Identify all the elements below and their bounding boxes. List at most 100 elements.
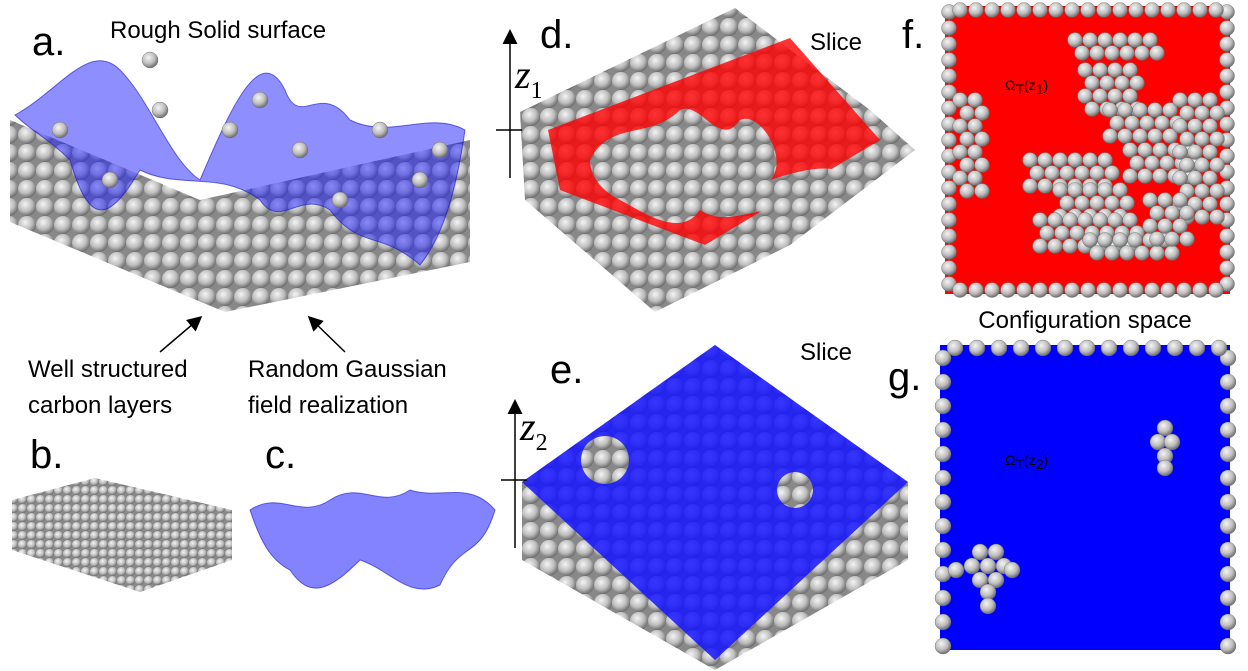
atom	[1085, 76, 1100, 91]
atom	[1195, 184, 1210, 199]
atom	[953, 3, 968, 18]
atom	[1165, 232, 1180, 247]
atom	[1165, 246, 1180, 261]
atom	[1193, 283, 1208, 298]
atom	[1123, 340, 1139, 356]
atom	[1063, 213, 1078, 228]
atom	[1160, 156, 1175, 171]
atom	[1123, 143, 1138, 158]
atom	[1203, 197, 1218, 212]
atom	[1120, 46, 1135, 61]
atom	[1173, 219, 1188, 234]
atom	[1075, 166, 1090, 181]
atom	[1220, 229, 1235, 244]
atom	[935, 494, 951, 510]
atom	[1085, 102, 1100, 117]
atom	[1220, 590, 1236, 606]
atom	[942, 213, 957, 228]
atom	[1098, 183, 1113, 198]
panel-label: b.	[30, 433, 63, 477]
atom	[968, 145, 983, 160]
panel-label: f.	[902, 13, 924, 57]
atom	[985, 283, 1000, 298]
atom	[1145, 3, 1160, 18]
atom	[1153, 169, 1168, 184]
atom	[1108, 89, 1123, 104]
atom	[1120, 196, 1135, 211]
atom	[1093, 63, 1108, 78]
atom	[1108, 213, 1123, 228]
atom	[1108, 63, 1123, 78]
atom	[1158, 219, 1173, 234]
atom	[1113, 183, 1128, 198]
atom	[1097, 3, 1112, 18]
atom	[1220, 566, 1236, 582]
atom	[947, 340, 963, 356]
atom	[1030, 166, 1045, 181]
atom	[1220, 197, 1235, 212]
atom	[1180, 158, 1195, 173]
atom	[1001, 3, 1016, 18]
atom	[935, 374, 951, 390]
atom	[1098, 153, 1113, 168]
atom	[969, 3, 984, 18]
atom	[1105, 196, 1120, 211]
atom	[1220, 398, 1236, 414]
atom	[1145, 340, 1161, 356]
atom	[412, 172, 428, 188]
atom	[1068, 33, 1083, 48]
atom	[1017, 3, 1032, 18]
solid-region	[581, 436, 629, 484]
atom	[1053, 153, 1068, 168]
atom	[1083, 33, 1098, 48]
atom	[1033, 239, 1048, 254]
atom	[1220, 446, 1236, 462]
atom	[935, 470, 951, 486]
atom	[1053, 183, 1068, 198]
atom	[1101, 340, 1117, 356]
atom	[1090, 166, 1105, 181]
atom	[1110, 116, 1125, 131]
atom	[953, 171, 968, 186]
atom	[1193, 3, 1208, 18]
atom	[1195, 210, 1210, 225]
atom	[1143, 193, 1158, 208]
atom	[1180, 132, 1195, 147]
atom	[1195, 158, 1210, 173]
atom	[1078, 89, 1093, 104]
atom	[1105, 46, 1120, 61]
atom	[1220, 37, 1235, 52]
atom	[1188, 93, 1203, 108]
atom	[968, 93, 983, 108]
atom	[1130, 76, 1145, 91]
atom	[1158, 193, 1173, 208]
atom	[1210, 132, 1225, 147]
axis-label: z2	[519, 404, 548, 456]
atom	[1210, 184, 1225, 199]
atom	[980, 584, 996, 600]
atom	[1013, 340, 1029, 356]
atom	[1220, 494, 1236, 510]
panel-e: e. Slice z2	[501, 339, 908, 670]
atom	[1188, 119, 1203, 134]
panel-c: c.	[250, 433, 495, 589]
atom	[1157, 420, 1173, 436]
atom	[1220, 470, 1236, 486]
atom	[1135, 46, 1150, 61]
arrow	[310, 318, 345, 352]
atom	[1210, 106, 1225, 121]
atom	[1148, 103, 1163, 118]
atom	[1040, 226, 1055, 241]
atom	[1118, 103, 1133, 118]
atom	[1189, 340, 1205, 356]
arrow	[160, 318, 200, 352]
atom	[1075, 196, 1090, 211]
atom	[1220, 261, 1235, 276]
atom	[1098, 33, 1113, 48]
atom	[942, 53, 957, 68]
atom	[1209, 3, 1224, 18]
panel-b: b.	[12, 433, 232, 592]
panel-label: d.	[540, 13, 573, 57]
atom	[942, 69, 957, 84]
atom	[1173, 171, 1188, 186]
